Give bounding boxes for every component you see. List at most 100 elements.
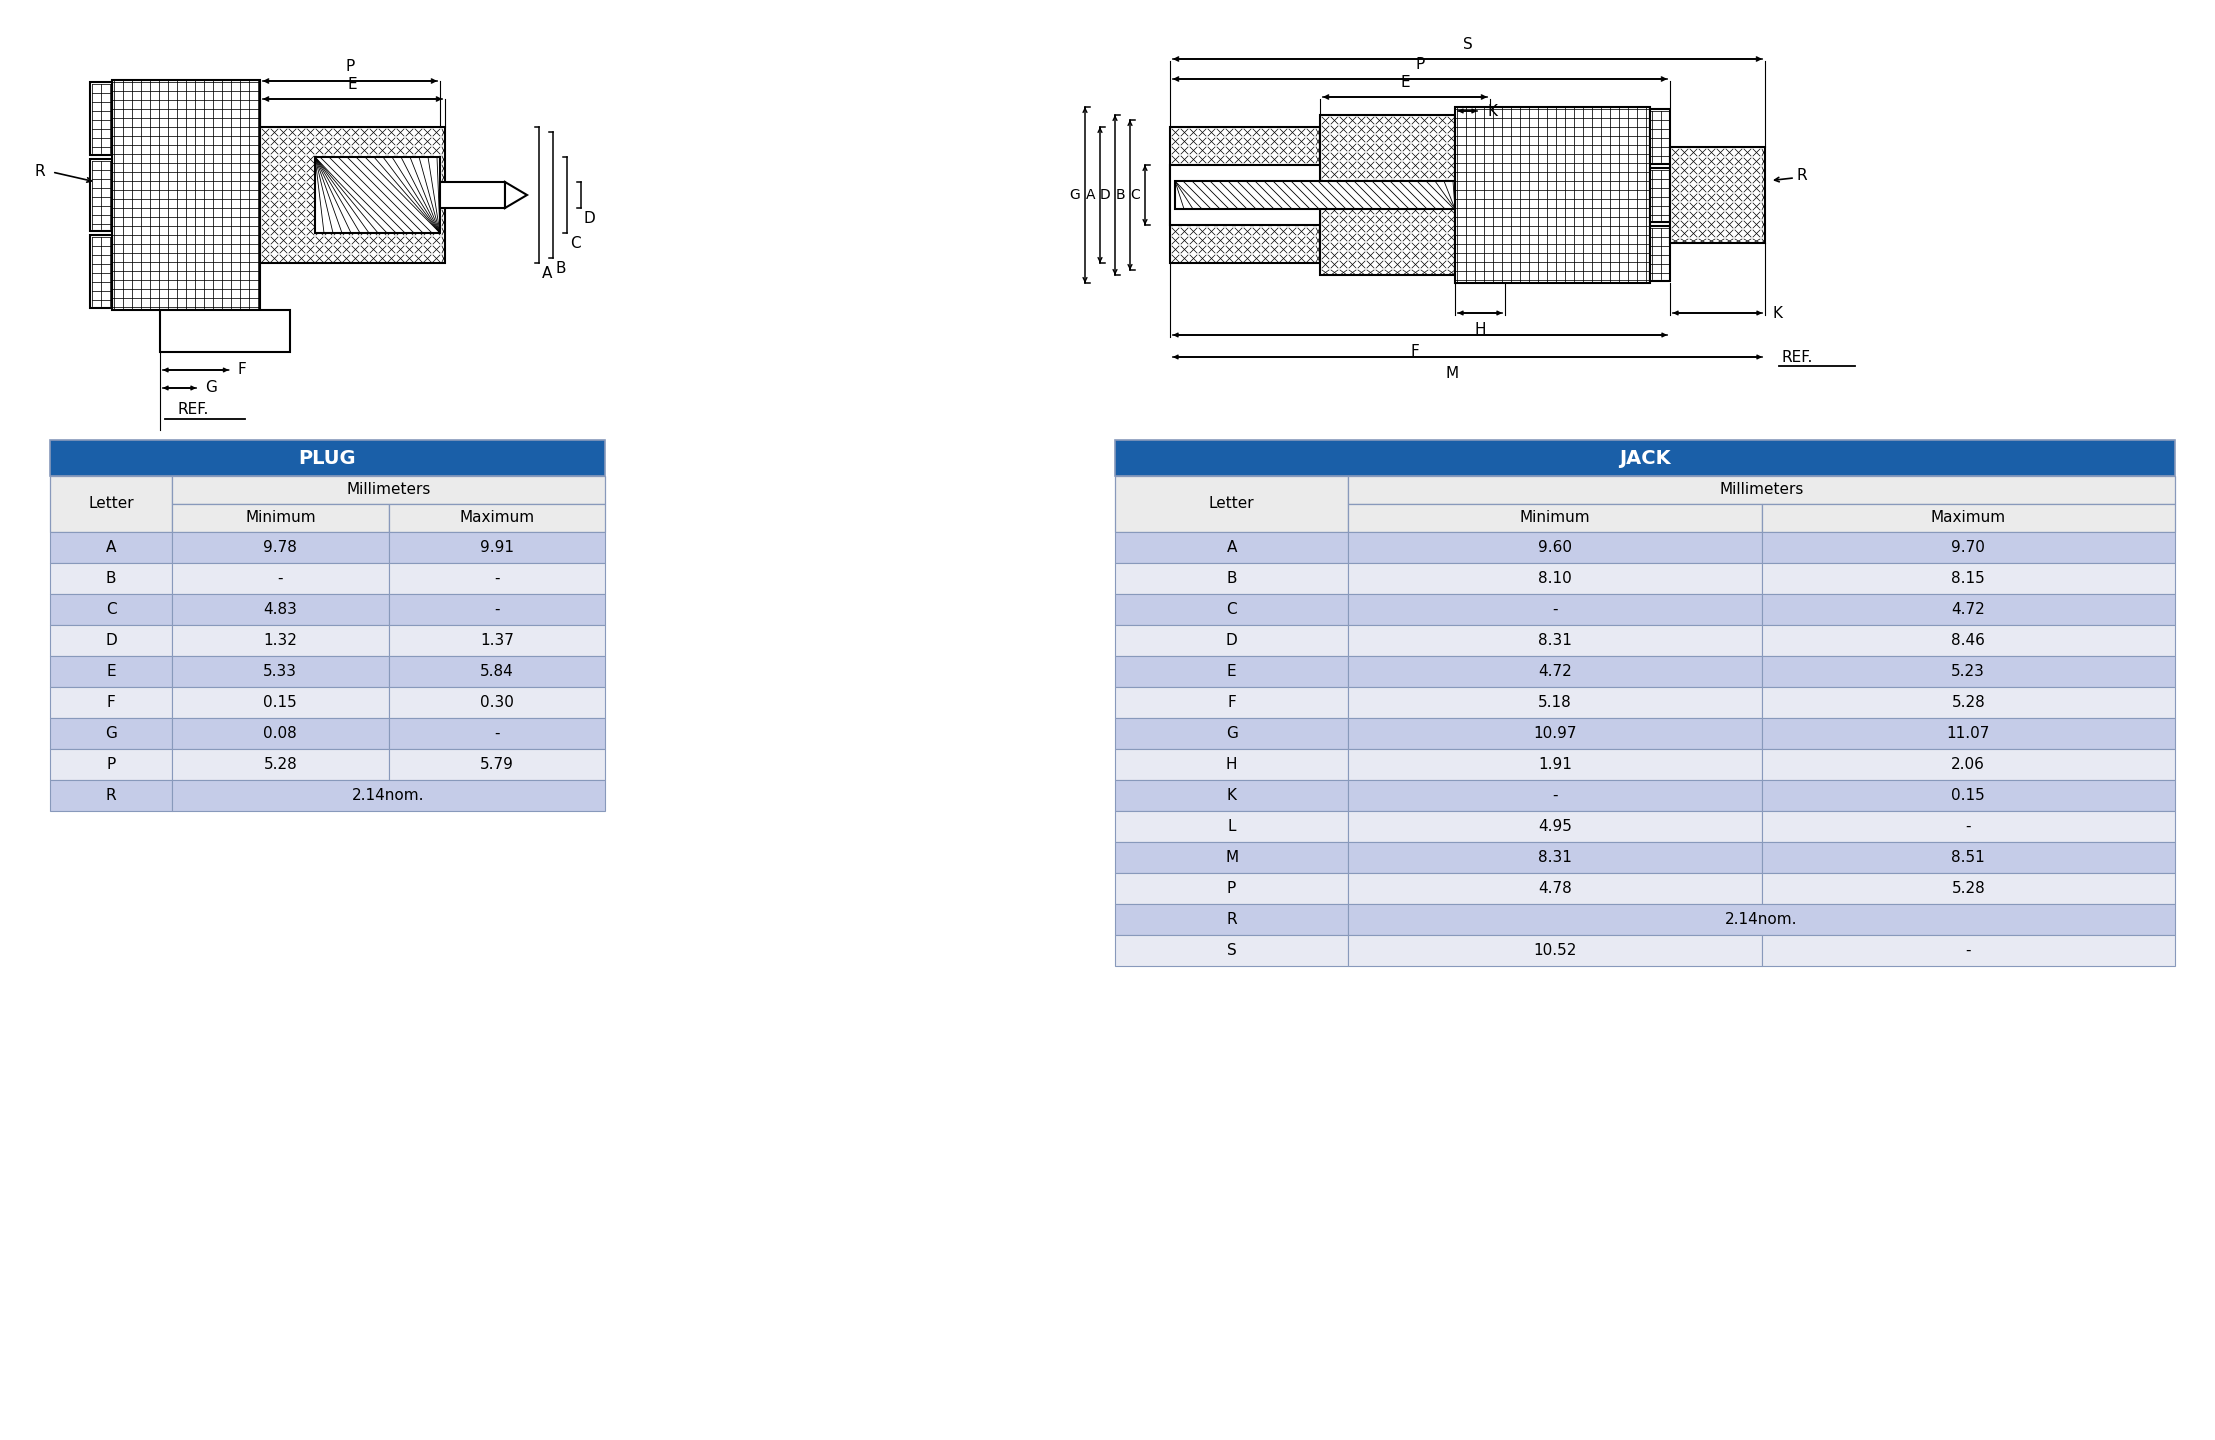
Bar [51, 657, 173, 687]
Text: -: - [1965, 819, 1971, 834]
Bar [1761, 873, 2175, 904]
Bar [1650, 167, 1670, 222]
Text: A: A [543, 266, 552, 281]
Bar [1114, 904, 1349, 935]
Bar [388, 749, 605, 780]
Text: A: A [1085, 189, 1094, 202]
Text: C: C [1130, 189, 1141, 202]
Bar [51, 687, 173, 719]
Text: C: C [569, 236, 580, 251]
Text: Millimeters: Millimeters [1719, 482, 1803, 497]
Text: 8.51: 8.51 [1951, 850, 1985, 865]
Bar [1114, 657, 1349, 687]
Text: 5.79: 5.79 [481, 757, 514, 772]
Text: 0.15: 0.15 [1951, 788, 1985, 804]
Bar [173, 719, 388, 749]
Text: 2.14nom.: 2.14nom. [352, 788, 425, 804]
Bar [1761, 811, 2175, 842]
Text: 1.37: 1.37 [481, 634, 514, 648]
Text: P: P [1415, 58, 1424, 72]
Bar [1114, 842, 1349, 873]
Text: 2.06: 2.06 [1951, 757, 1985, 772]
Bar [1349, 780, 1761, 811]
Bar [1349, 657, 1761, 687]
Text: A: A [1227, 540, 1236, 554]
Text: D: D [104, 634, 117, 648]
Text: F: F [106, 696, 115, 710]
Bar [1170, 127, 1320, 264]
Text: 5.23: 5.23 [1951, 664, 1985, 680]
Text: B: B [1227, 572, 1236, 586]
Bar [51, 593, 173, 625]
Bar [51, 780, 173, 811]
Bar [441, 181, 505, 207]
Bar [1349, 873, 1761, 904]
Bar [388, 657, 605, 687]
Text: -: - [494, 602, 501, 616]
Bar [1114, 625, 1349, 657]
Text: D: D [1099, 189, 1110, 202]
Text: G: G [104, 726, 117, 742]
Text: Minimum: Minimum [1519, 511, 1590, 526]
Text: P: P [106, 757, 115, 772]
Text: Maximum: Maximum [459, 511, 534, 526]
Bar [1114, 563, 1349, 593]
Bar [1455, 107, 1650, 284]
Bar [388, 504, 605, 531]
Text: E: E [1400, 75, 1409, 89]
Text: 4.78: 4.78 [1537, 881, 1573, 896]
Bar [388, 531, 605, 563]
Text: -: - [277, 572, 284, 586]
Text: 4.95: 4.95 [1537, 819, 1573, 834]
Bar [1349, 593, 1761, 625]
Text: R: R [106, 788, 117, 804]
Text: S: S [1462, 37, 1473, 52]
Bar [1761, 842, 2175, 873]
Text: Letter: Letter [1209, 497, 1254, 511]
Bar [51, 563, 173, 593]
Bar [259, 127, 445, 264]
Text: R: R [1796, 168, 1807, 183]
Text: D: D [1225, 634, 1238, 648]
Bar [1761, 593, 2175, 625]
Bar [173, 504, 388, 531]
Text: JACK: JACK [1619, 448, 1670, 468]
Bar [91, 235, 113, 308]
Text: 10.97: 10.97 [1533, 726, 1577, 742]
Bar [173, 625, 388, 657]
Text: 8.15: 8.15 [1951, 572, 1985, 586]
Text: -: - [1553, 602, 1557, 616]
Text: D: D [585, 212, 596, 226]
Bar [1761, 719, 2175, 749]
Text: 11.07: 11.07 [1947, 726, 1989, 742]
Text: 5.28: 5.28 [264, 757, 297, 772]
Text: 5.28: 5.28 [1951, 881, 1985, 896]
Text: G: G [206, 380, 217, 396]
Bar [1761, 657, 2175, 687]
Text: E: E [106, 664, 115, 680]
Bar [1650, 109, 1670, 164]
Bar [388, 563, 605, 593]
Text: 5.33: 5.33 [264, 664, 297, 680]
Bar [1114, 531, 1349, 563]
Bar [1174, 181, 1455, 209]
Text: B: B [1116, 189, 1125, 202]
Bar [1114, 441, 2175, 477]
Bar [315, 157, 441, 233]
Text: 0.15: 0.15 [264, 696, 297, 710]
Text: -: - [1553, 788, 1557, 804]
Text: Maximum: Maximum [1931, 511, 2007, 526]
Text: 8.46: 8.46 [1951, 634, 1985, 648]
Text: F: F [237, 363, 246, 377]
Bar [1114, 873, 1349, 904]
Text: G: G [1225, 726, 1238, 742]
Bar [388, 719, 605, 749]
Text: K: K [1227, 788, 1236, 804]
Text: REF.: REF. [1783, 350, 1814, 364]
Text: 5.18: 5.18 [1537, 696, 1573, 710]
Text: 8.31: 8.31 [1537, 634, 1573, 648]
Text: -: - [1965, 943, 1971, 958]
Bar [51, 477, 173, 531]
Bar [159, 310, 290, 351]
Text: M: M [1225, 850, 1238, 865]
